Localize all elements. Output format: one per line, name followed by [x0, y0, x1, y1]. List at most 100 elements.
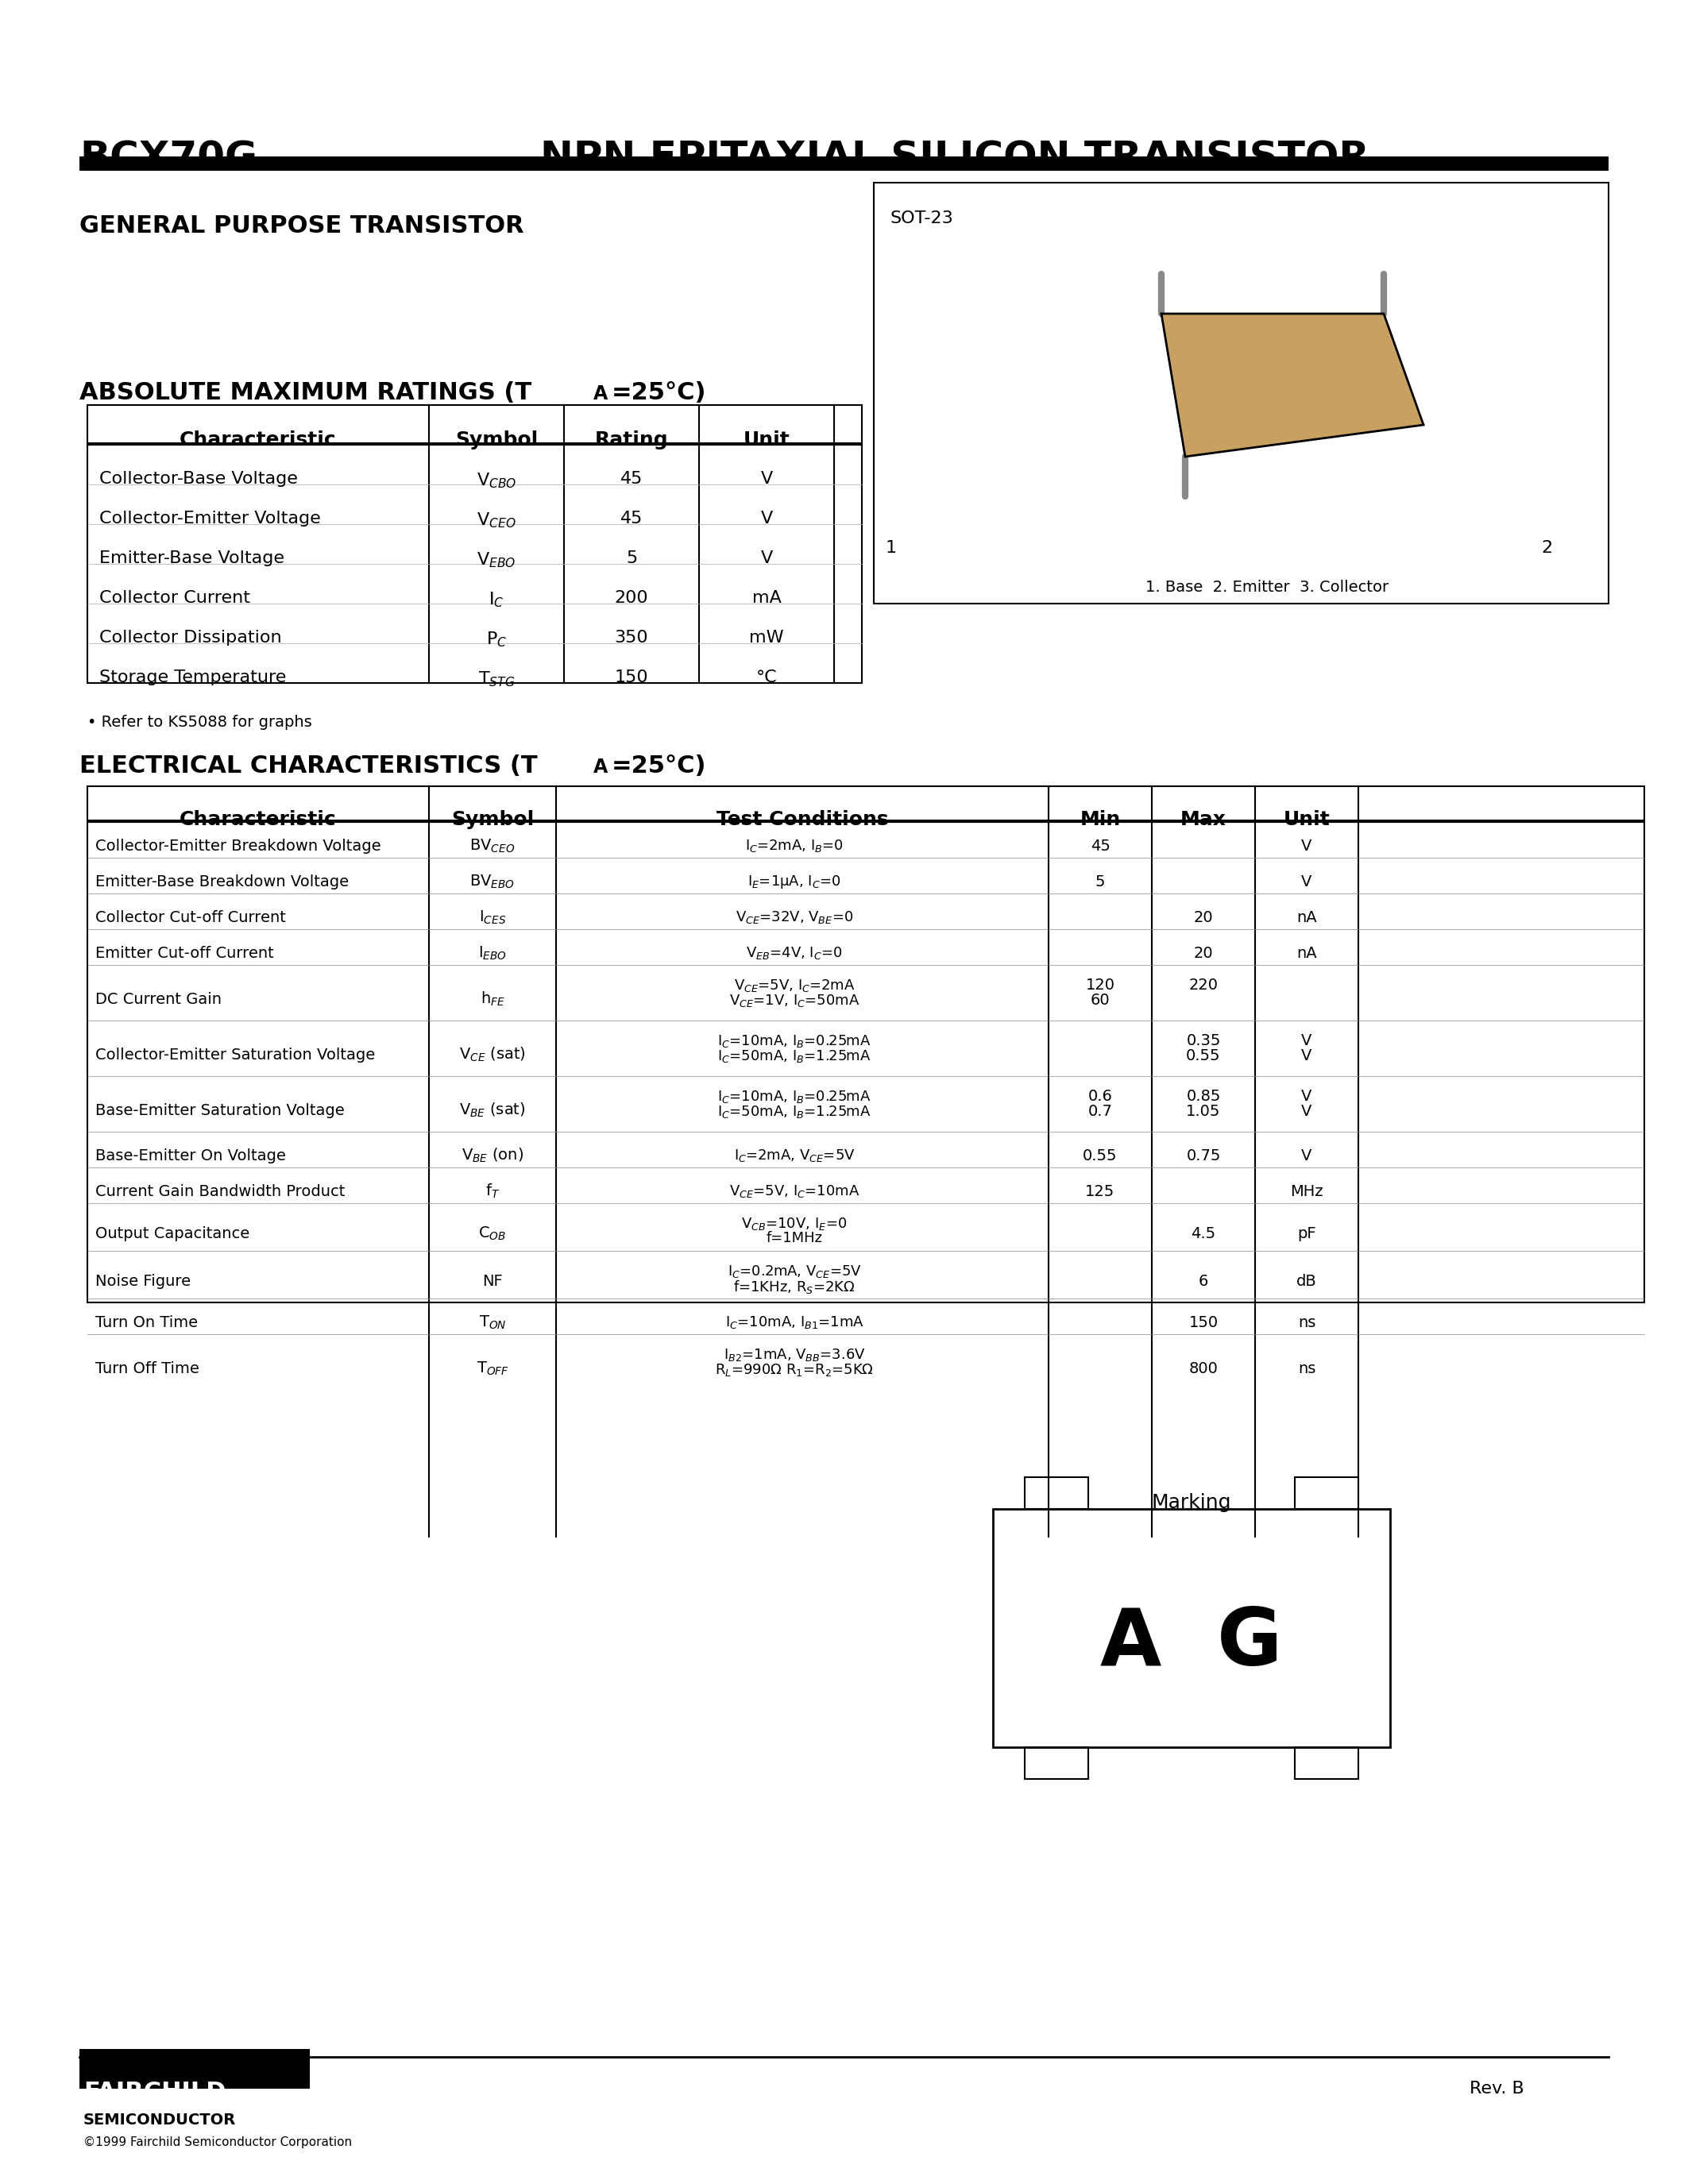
Text: Collector Cut-off Current: Collector Cut-off Current: [95, 911, 285, 924]
Text: V: V: [761, 511, 773, 526]
Text: ns: ns: [1298, 1361, 1315, 1376]
Bar: [88, 446, 863, 684]
Text: 0.55: 0.55: [1187, 1048, 1220, 1064]
Bar: [88, 443, 863, 446]
Bar: [88, 819, 1644, 821]
Text: Symbol: Symbol: [451, 810, 533, 830]
Bar: [993, 1509, 1391, 1747]
Text: 6: 6: [1198, 1273, 1209, 1289]
Text: 0.75: 0.75: [1187, 1149, 1220, 1164]
Text: Rating: Rating: [594, 430, 668, 450]
Text: 220: 220: [1188, 978, 1219, 994]
Text: 60: 60: [1090, 994, 1111, 1007]
Text: Unit: Unit: [743, 430, 790, 450]
Text: Marking: Marking: [1151, 1494, 1232, 1511]
Text: V: V: [1301, 1103, 1312, 1118]
Text: I$_C$=10mA, I$_B$=0.25mA: I$_C$=10mA, I$_B$=0.25mA: [717, 1090, 871, 1105]
Bar: [79, 157, 1609, 170]
Text: T$_{OFF}$: T$_{OFF}$: [476, 1361, 508, 1376]
Text: I$_C$=10mA, I$_B$=0.25mA: I$_C$=10mA, I$_B$=0.25mA: [717, 1033, 871, 1048]
Text: ABSOLUTE MAXIMUM RATINGS (T: ABSOLUTE MAXIMUM RATINGS (T: [79, 382, 532, 404]
Text: V$_{CE}$=1V, I$_C$=50mA: V$_{CE}$=1V, I$_C$=50mA: [729, 994, 859, 1009]
Text: GENERAL PURPOSE TRANSISTOR: GENERAL PURPOSE TRANSISTOR: [79, 214, 523, 238]
Text: MHz: MHz: [1290, 1184, 1323, 1199]
Text: • Refer to KS5088 for graphs: • Refer to KS5088 for graphs: [88, 714, 312, 729]
Text: I$_C$=50mA, I$_B$=1.25mA: I$_C$=50mA, I$_B$=1.25mA: [717, 1103, 871, 1120]
Text: V$_{BE}$ (on): V$_{BE}$ (on): [461, 1147, 523, 1164]
Text: Max: Max: [1180, 810, 1227, 830]
Text: I$_C$=0.2mA, V$_{CE}$=5V: I$_C$=0.2mA, V$_{CE}$=5V: [728, 1265, 861, 1280]
Text: nA: nA: [1296, 946, 1317, 961]
Text: =25°C): =25°C): [611, 753, 707, 778]
Bar: [88, 404, 863, 446]
Text: 1.05: 1.05: [1187, 1103, 1220, 1118]
Bar: [874, 183, 1609, 603]
Text: Rev. B: Rev. B: [1470, 2081, 1524, 2097]
Text: Symbol: Symbol: [456, 430, 538, 450]
Text: f=1MHz: f=1MHz: [766, 1232, 822, 1245]
Text: ELECTRICAL CHARACTERISTICS (T: ELECTRICAL CHARACTERISTICS (T: [79, 753, 537, 778]
Text: A: A: [594, 384, 608, 404]
Text: 45: 45: [619, 511, 643, 526]
Text: I$_{EBO}$: I$_{EBO}$: [478, 943, 506, 961]
Text: V: V: [1301, 1033, 1312, 1048]
Text: V$_{CE}$=32V, V$_{BE}$=0: V$_{CE}$=32V, V$_{BE}$=0: [736, 909, 852, 926]
Text: Collector-Emitter Voltage: Collector-Emitter Voltage: [100, 511, 321, 526]
Text: Turn On Time: Turn On Time: [95, 1315, 197, 1330]
Text: NPN EPITAXIAL SILICON TRANSISTOR: NPN EPITAXIAL SILICON TRANSISTOR: [540, 140, 1369, 177]
Bar: [1025, 1476, 1089, 1509]
Text: Collector-Emitter Breakdown Voltage: Collector-Emitter Breakdown Voltage: [95, 839, 381, 854]
Text: Emitter-Base Breakdown Voltage: Emitter-Base Breakdown Voltage: [95, 874, 349, 889]
Text: Collector-Base Voltage: Collector-Base Voltage: [100, 472, 297, 487]
Text: V: V: [1301, 1048, 1312, 1064]
Text: 200: 200: [614, 590, 648, 605]
Text: 20: 20: [1193, 911, 1214, 924]
Text: 45: 45: [1090, 839, 1111, 854]
Text: V$_{EB}$=4V, I$_C$=0: V$_{EB}$=4V, I$_C$=0: [746, 946, 842, 961]
Text: I$_E$=1μA, I$_C$=0: I$_E$=1μA, I$_C$=0: [748, 874, 841, 889]
Text: I$_{CES}$: I$_{CES}$: [479, 909, 506, 926]
Bar: [88, 821, 1644, 1302]
Bar: [1295, 1476, 1359, 1509]
Text: 1: 1: [886, 539, 896, 557]
Text: V$_{CE}$ (sat): V$_{CE}$ (sat): [459, 1046, 525, 1064]
Text: V: V: [1301, 839, 1312, 854]
Text: dB: dB: [1296, 1273, 1317, 1289]
Text: V: V: [1301, 1149, 1312, 1164]
Text: nA: nA: [1296, 911, 1317, 924]
Text: 0.35: 0.35: [1187, 1033, 1220, 1048]
Text: 2: 2: [1541, 539, 1553, 557]
Text: 120: 120: [1085, 978, 1114, 994]
Text: V$_{CE}$=5V, I$_C$=10mA: V$_{CE}$=5V, I$_C$=10mA: [729, 1184, 859, 1199]
Text: I$_C$=2mA, V$_{CE}$=5V: I$_C$=2mA, V$_{CE}$=5V: [734, 1147, 856, 1164]
Text: 1. Base  2. Emitter  3. Collector: 1. Base 2. Emitter 3. Collector: [1146, 579, 1389, 594]
Text: Base-Emitter Saturation Voltage: Base-Emitter Saturation Voltage: [95, 1103, 344, 1118]
Bar: [1025, 1747, 1089, 1780]
Text: SEMICONDUCTOR: SEMICONDUCTOR: [83, 2112, 236, 2127]
Text: 0.55: 0.55: [1084, 1149, 1117, 1164]
Text: V$_{CBO}$: V$_{CBO}$: [476, 472, 517, 489]
Text: BCX70G: BCX70G: [79, 140, 258, 177]
Text: Current Gain Bandwidth Product: Current Gain Bandwidth Product: [95, 1184, 344, 1199]
Text: Output Capacitance: Output Capacitance: [95, 1225, 250, 1241]
Text: =25°C): =25°C): [611, 382, 707, 404]
Text: SOT-23: SOT-23: [890, 210, 954, 227]
Text: I$_C$: I$_C$: [490, 590, 505, 609]
Text: Test Conditions: Test Conditions: [716, 810, 888, 830]
Text: 0.7: 0.7: [1089, 1103, 1112, 1118]
Text: Characteristic: Characteristic: [179, 810, 336, 830]
Text: f$_T$: f$_T$: [484, 1182, 500, 1201]
Text: Noise Figure: Noise Figure: [95, 1273, 191, 1289]
Text: mA: mA: [751, 590, 782, 605]
Text: Min: Min: [1080, 810, 1121, 830]
Text: pF: pF: [1298, 1225, 1317, 1241]
Bar: [88, 786, 1644, 821]
Text: ©1999 Fairchild Semiconductor Corporation: ©1999 Fairchild Semiconductor Corporatio…: [83, 2136, 353, 2149]
Text: C$_{OB}$: C$_{OB}$: [479, 1225, 506, 1243]
Text: I$_{B2}$=1mA, V$_{BB}$=3.6V: I$_{B2}$=1mA, V$_{BB}$=3.6V: [724, 1348, 866, 1363]
Text: A: A: [594, 758, 608, 778]
Text: 45: 45: [619, 472, 643, 487]
Text: R$_L$=990Ω R$_1$=R$_2$=5KΩ: R$_L$=990Ω R$_1$=R$_2$=5KΩ: [716, 1363, 874, 1378]
Text: I$_C$=50mA, I$_B$=1.25mA: I$_C$=50mA, I$_B$=1.25mA: [717, 1048, 871, 1064]
Text: I$_C$=10mA, I$_{B1}$=1mA: I$_C$=10mA, I$_{B1}$=1mA: [724, 1315, 864, 1330]
